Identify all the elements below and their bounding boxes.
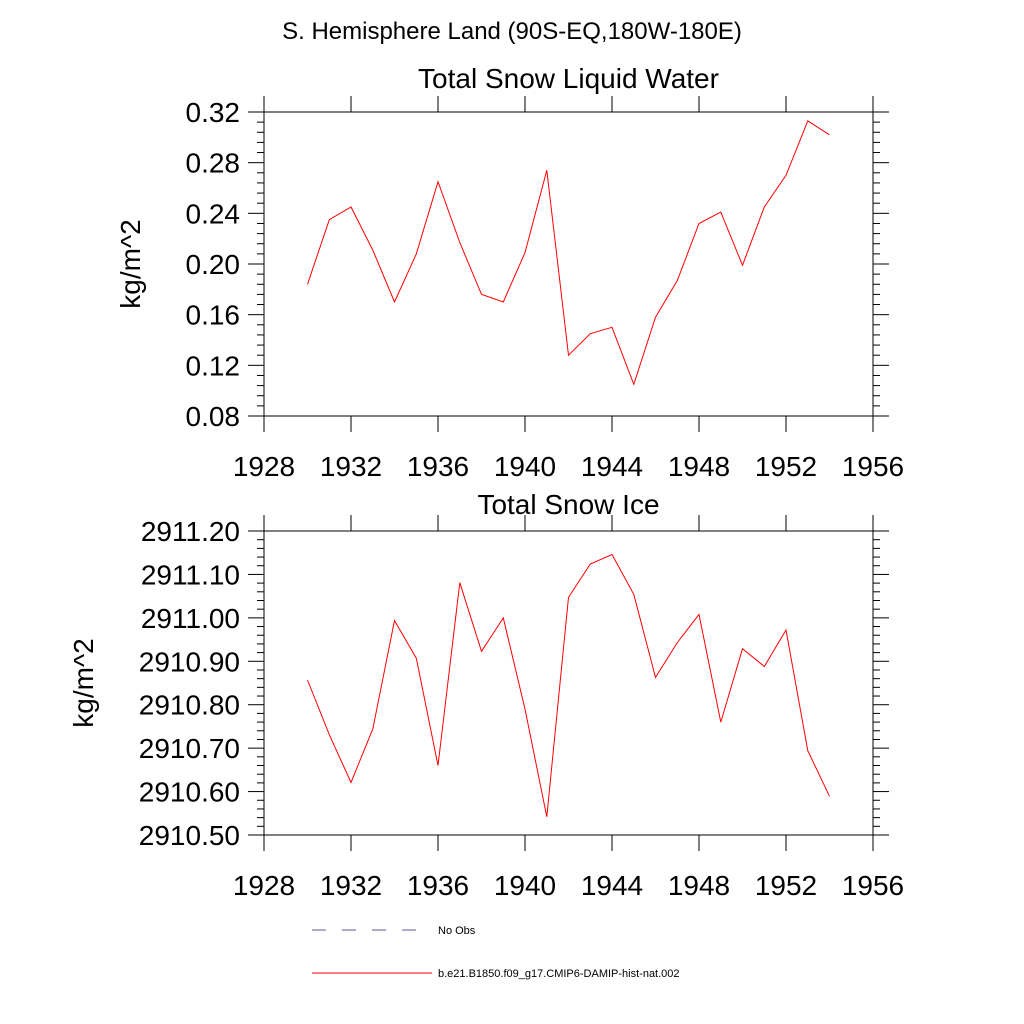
x-tick-label: 1944	[581, 870, 643, 901]
x-tick-label: 1936	[407, 870, 469, 901]
y-tick-label: 0.28	[186, 148, 241, 179]
x-tick-label: 1940	[494, 451, 556, 482]
y-tick-label: 2910.80	[139, 690, 240, 721]
x-tick-label: 1928	[233, 870, 295, 901]
x-tick-label: 1952	[755, 451, 817, 482]
x-tick-label: 1936	[407, 451, 469, 482]
x-tick-label: 1956	[842, 451, 904, 482]
y-tick-label: 2910.90	[139, 646, 240, 677]
plot-frame	[263, 111, 874, 417]
y-tick-label: 2911.00	[141, 603, 240, 634]
series-line	[307, 120, 830, 386]
y-tick-label: 2911.10	[141, 559, 240, 590]
y-tick-label: 2910.70	[139, 733, 240, 764]
x-tick-label: 1940	[494, 870, 556, 901]
plot-frame	[263, 530, 874, 836]
y-tick-label: 2910.60	[139, 777, 240, 808]
x-tick-label: 1948	[668, 451, 730, 482]
x-tick-label: 1948	[668, 870, 730, 901]
legend-label: No Obs	[438, 925, 476, 937]
x-tick-label: 1928	[233, 451, 295, 482]
y-axis-label: kg/m^2	[68, 638, 99, 727]
y-tick-label: 0.24	[186, 198, 241, 229]
panel-snow-ice: Total Snow Ice kg/m^2 1928 1932 1936 1940 1944…	[68, 489, 904, 901]
legend: No Obs b.e21.B1850.f09_g17.CMIP6-DAMIP-hi…	[312, 925, 680, 980]
y-tick-label: 0.20	[186, 249, 241, 280]
y-tick-label: 0.12	[186, 350, 241, 381]
x-tick-label: 1952	[755, 870, 817, 901]
y-tick-label: 2910.50	[139, 820, 240, 851]
panel-snow-liquid-water: Total Snow Liquid Water kg/m^2 1928 1932 193…	[115, 63, 904, 482]
y-tick-label: 0.08	[186, 401, 241, 432]
x-tick-label: 1932	[320, 451, 382, 482]
legend-label: b.e21.B1850.f09_g17.CMIP6-DAMIP-hist-nat…	[438, 968, 680, 980]
x-tick-label: 1956	[842, 870, 904, 901]
y-tick-label: 2911.20	[141, 516, 240, 547]
chart-title: Total Snow Liquid Water	[418, 63, 719, 94]
y-tick-label: 0.16	[186, 300, 241, 331]
x-tick-label: 1944	[581, 451, 643, 482]
series-line	[307, 553, 830, 817]
y-tick-label: 0.32	[186, 97, 241, 128]
x-tick-label: 1932	[320, 870, 382, 901]
y-axis-label: kg/m^2	[115, 219, 146, 308]
page-title: S. Hemisphere Land (90S-EQ,180W-180E)	[282, 18, 742, 45]
chart-title: Total Snow Ice	[477, 489, 659, 520]
